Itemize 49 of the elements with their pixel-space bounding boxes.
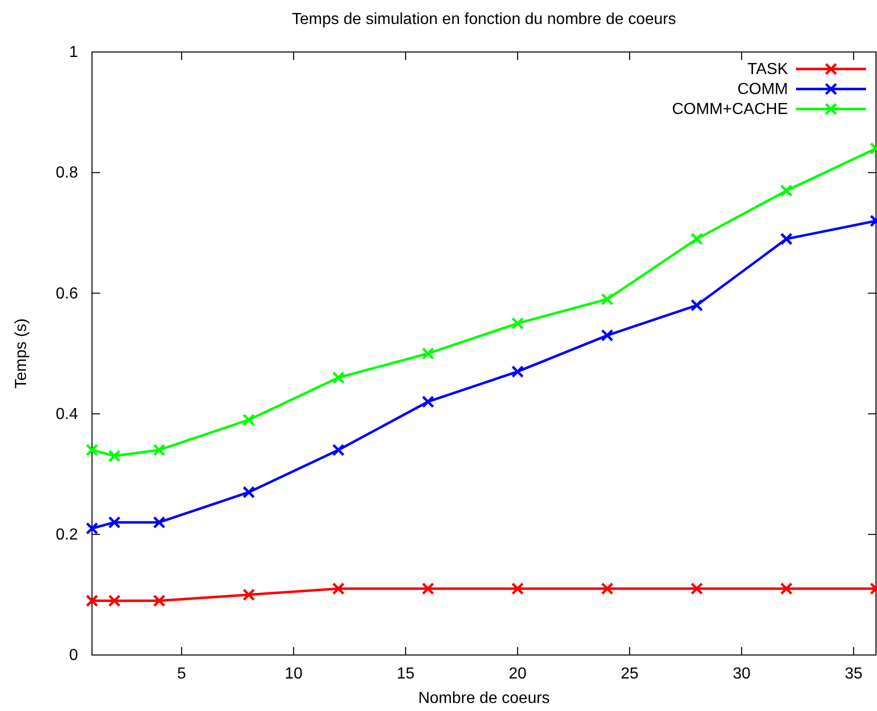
point bbox=[690, 299, 704, 312]
point bbox=[780, 232, 793, 246]
point bbox=[600, 292, 614, 306]
point bbox=[86, 594, 98, 607]
x-tick-label: 5 bbox=[177, 665, 186, 682]
point bbox=[600, 582, 614, 595]
point bbox=[422, 347, 434, 360]
y-tick-label: 0.6 bbox=[56, 285, 78, 302]
legend-label: COMM+CACHE bbox=[672, 101, 788, 118]
point bbox=[780, 582, 793, 595]
x-tick-label: 25 bbox=[620, 665, 639, 682]
legend-label: COMM bbox=[737, 81, 788, 98]
legend-label: TASK bbox=[747, 61, 788, 78]
y-axis-title: Temps (s) bbox=[13, 318, 30, 389]
point bbox=[86, 444, 98, 456]
point bbox=[600, 329, 614, 342]
point bbox=[422, 395, 434, 408]
point bbox=[86, 522, 98, 535]
point bbox=[511, 365, 524, 378]
point bbox=[332, 582, 345, 595]
point bbox=[108, 450, 121, 462]
x-tick-label: 35 bbox=[844, 665, 863, 682]
point bbox=[690, 232, 704, 246]
point bbox=[242, 414, 256, 426]
x-axis-title: Nombre de coeurs bbox=[418, 690, 550, 707]
point bbox=[780, 184, 793, 197]
y-tick-label: 0.8 bbox=[56, 164, 78, 182]
point bbox=[332, 371, 345, 384]
point bbox=[152, 594, 166, 607]
x-tick-label: 15 bbox=[396, 665, 415, 682]
point bbox=[152, 444, 166, 456]
y-tick-label: 0.2 bbox=[56, 526, 78, 544]
y-tick-label: 0.4 bbox=[56, 406, 78, 423]
point bbox=[690, 582, 704, 595]
point bbox=[242, 588, 256, 601]
y-tick-label: 1 bbox=[69, 44, 78, 62]
chart-title: Temps de simulation en fonction du nombre de coeurs bbox=[292, 11, 676, 28]
point bbox=[108, 594, 121, 607]
x-tick-label: 10 bbox=[284, 665, 303, 682]
x-tick-label: 20 bbox=[508, 665, 527, 682]
point bbox=[152, 516, 166, 529]
point bbox=[422, 582, 434, 595]
x-tick-label: 30 bbox=[732, 665, 751, 682]
point bbox=[511, 317, 524, 330]
point bbox=[242, 486, 256, 498]
point bbox=[108, 516, 121, 529]
point bbox=[511, 582, 524, 595]
point bbox=[332, 444, 345, 456]
y-tick-label: 0 bbox=[69, 647, 78, 664]
